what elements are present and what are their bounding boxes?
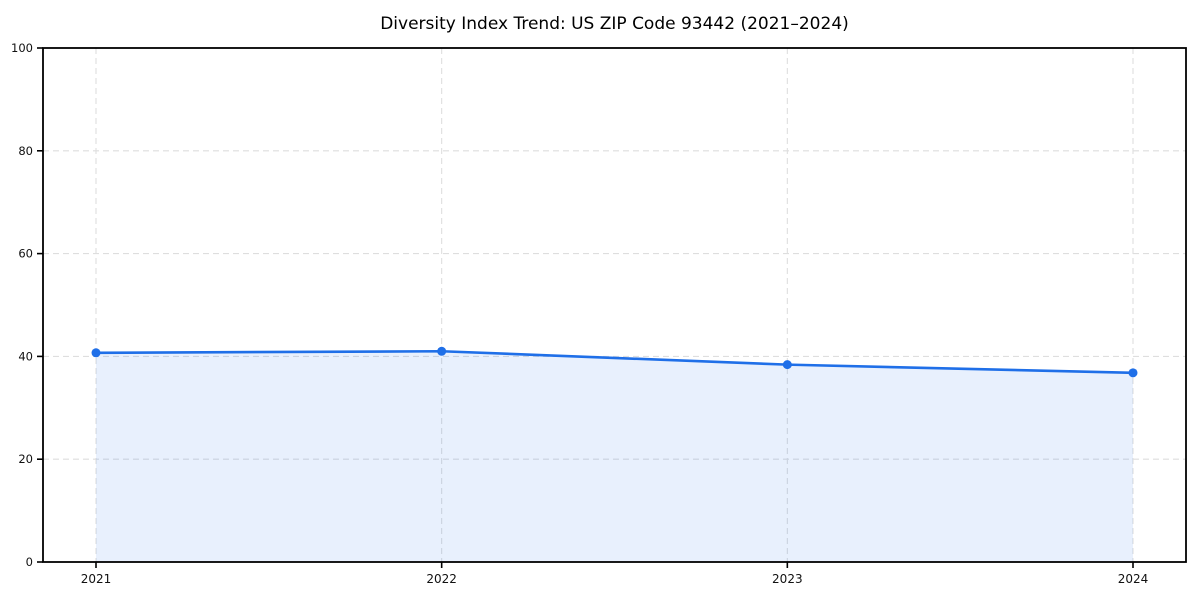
y-tick-label: 40: [18, 349, 33, 363]
data-point-marker: [91, 348, 101, 358]
y-tick-label: 20: [18, 452, 33, 466]
y-tick-label: 80: [18, 144, 33, 158]
x-tick-label: 2024: [1118, 572, 1149, 586]
area-fill: [96, 351, 1133, 562]
y-tick-label: 60: [18, 247, 33, 261]
y-tick-label: 100: [11, 41, 33, 55]
data-point-marker: [782, 360, 792, 370]
y-tick-label: 0: [26, 555, 33, 569]
data-point-marker: [437, 346, 447, 356]
x-tick-label: 2021: [81, 572, 112, 586]
trend-line: [94, 349, 1135, 375]
x-tick-label: 2022: [426, 572, 457, 586]
data-point-marker: [1128, 368, 1138, 378]
plot-border: [42, 47, 1187, 563]
x-tick-label: 2023: [772, 572, 803, 586]
chart-title: Diversity Index Trend: US ZIP Code 93442…: [380, 14, 849, 34]
